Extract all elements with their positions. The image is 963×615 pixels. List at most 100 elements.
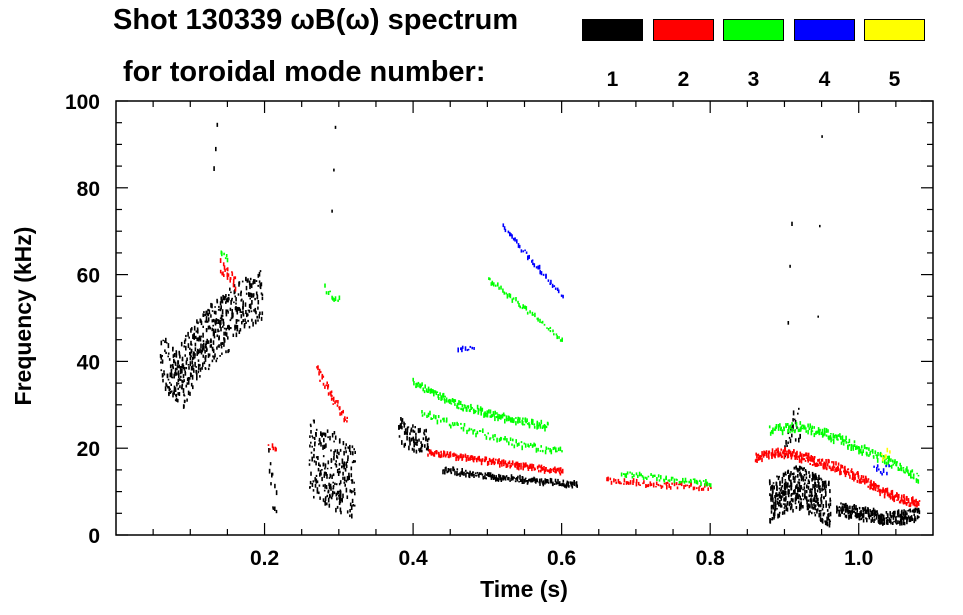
mode-1-point — [325, 487, 328, 490]
mode-1-point — [345, 443, 347, 446]
mode-1-point — [221, 299, 224, 304]
mode-2-point — [510, 462, 513, 465]
mode-4-point — [520, 249, 523, 253]
mode-1-point — [782, 472, 785, 477]
mode-3-point — [552, 329, 554, 333]
mode-3-point — [536, 420, 539, 424]
mode-2-point — [825, 463, 827, 468]
mode-1-point — [776, 475, 778, 478]
mode-1-point — [341, 458, 344, 464]
mode-2-point — [904, 500, 906, 504]
mode-1-point — [849, 514, 852, 517]
mode-4-point — [469, 345, 472, 348]
mode-5-point — [886, 447, 889, 453]
mode-3-point — [789, 431, 791, 434]
mode-1-point — [463, 472, 465, 476]
mode-1-point — [254, 279, 256, 284]
mode-1-point — [819, 512, 822, 517]
mode-1-point — [573, 482, 576, 486]
mode-1-point — [174, 361, 177, 365]
mode-2-point — [440, 453, 443, 458]
mode-1-point — [790, 503, 793, 509]
mode-3-point — [841, 435, 844, 441]
mode-1-point — [177, 370, 180, 375]
mode-1-point — [527, 480, 529, 484]
mode-3-point — [522, 420, 524, 426]
mode-1-point — [408, 445, 410, 451]
mode-1-point — [324, 483, 326, 489]
mode-1-point — [800, 503, 802, 508]
mode-1-point — [550, 478, 552, 484]
mode-1-point — [319, 440, 321, 444]
mode-2-point — [518, 466, 520, 471]
mode-2-point — [837, 462, 840, 466]
mode-1-point — [771, 517, 774, 521]
mode-1-point — [352, 460, 355, 463]
mode-2-point — [504, 460, 507, 465]
mode-3-point — [517, 418, 519, 424]
mode-2-point — [226, 267, 229, 272]
mode-1-point — [807, 499, 810, 502]
mode-1-point — [338, 501, 341, 505]
mode-2-point — [810, 457, 812, 462]
mode-1-point — [235, 302, 237, 305]
mode-1-point — [899, 521, 901, 526]
mode-1-point — [238, 307, 241, 311]
mode-1-point — [916, 508, 919, 514]
mode-1-point — [326, 467, 329, 470]
mode-1-point — [189, 347, 191, 350]
mode-1-point — [513, 476, 515, 479]
mode-1-point — [222, 321, 225, 326]
mode-1-point — [780, 495, 782, 498]
mode-1-point — [819, 224, 821, 228]
mode-1-point — [259, 270, 262, 273]
mode-1-point — [816, 489, 819, 493]
mode-3-point — [442, 392, 445, 398]
mode-2-point — [876, 484, 878, 487]
mode-1-point — [236, 319, 238, 322]
mode-1-point — [190, 382, 193, 387]
mode-1-point — [332, 490, 334, 496]
mode-1-point — [787, 321, 790, 325]
mode-1-point — [516, 478, 519, 482]
mode-2-point — [810, 455, 813, 458]
mode-1-point — [820, 494, 823, 499]
mode-1-point — [336, 490, 339, 495]
mode-1-point — [800, 498, 802, 501]
legend-label-mode-5: 5 — [888, 68, 901, 91]
mode-2-point — [832, 467, 834, 472]
mode-1-point — [865, 517, 867, 520]
mode-1-point — [821, 480, 824, 484]
mode-3-point — [821, 428, 824, 434]
mode-2-point — [803, 453, 805, 457]
mode-1-point — [336, 469, 339, 474]
mode-1-point — [170, 369, 173, 375]
mode-3-point — [223, 252, 225, 256]
mode-2-point — [780, 448, 782, 451]
mode-1-point — [224, 331, 227, 336]
mode-3-point — [509, 437, 512, 441]
mode-3-point — [667, 479, 670, 482]
mode-1-point — [825, 503, 827, 508]
mode-3-point — [525, 420, 527, 424]
mode-1-point — [404, 423, 406, 425]
mode-3-point — [555, 333, 558, 336]
data-layer — [159, 122, 921, 528]
mode-1-point — [867, 507, 869, 511]
mode-1-point — [181, 383, 184, 387]
mode-1-point — [227, 310, 229, 314]
mode-1-point — [342, 476, 344, 480]
mode-1-point — [202, 354, 205, 358]
mode-1-point — [323, 446, 326, 449]
mode-1-point — [249, 303, 252, 309]
mode-1-point — [856, 507, 858, 513]
mode-2-point — [861, 480, 864, 483]
mode-1-point — [353, 481, 355, 484]
mode-1-point — [186, 382, 189, 385]
mode-1-point — [853, 510, 855, 513]
mode-4-point — [553, 285, 556, 288]
mode-2-point — [497, 462, 499, 465]
mode-1-point — [342, 493, 344, 499]
mode-2-point — [318, 368, 321, 372]
mode-1-point — [339, 470, 341, 474]
